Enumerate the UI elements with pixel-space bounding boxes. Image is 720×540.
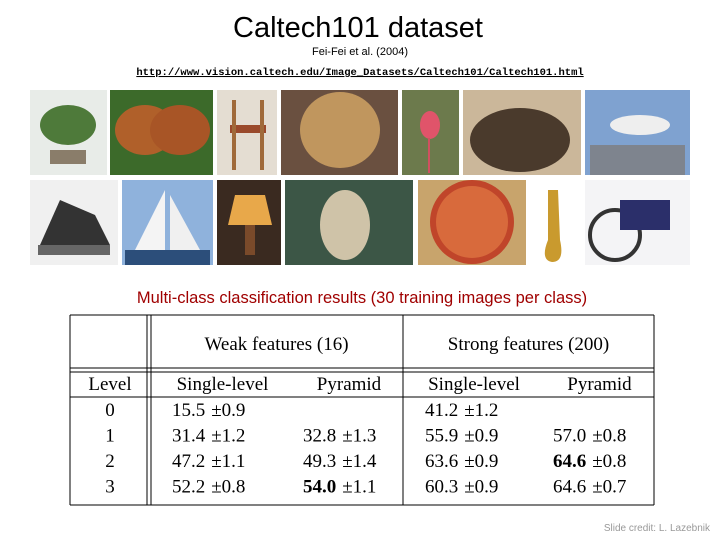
error: ±0.8 xyxy=(211,477,245,498)
error: ±1.4 xyxy=(342,451,377,472)
result-cell: 31.4 ±1.2 xyxy=(172,426,245,447)
mean: 55.9 xyxy=(425,426,458,447)
result-cell: 32.8 ±1.3 xyxy=(303,426,376,447)
mean: 64.6 xyxy=(553,477,586,498)
group-header: Strong features (200) xyxy=(448,334,609,355)
error: ±1.2 xyxy=(211,426,245,447)
column-header: Level xyxy=(88,374,131,395)
column-header: Single-level xyxy=(428,374,520,395)
error: ±0.8 xyxy=(592,451,626,472)
result-cell: 64.6 ±0.7 xyxy=(553,477,626,498)
mean: 49.3 xyxy=(303,451,336,472)
mean: 15.5 xyxy=(172,400,205,421)
result-cell: 52.2 ±0.8 xyxy=(172,477,245,498)
mean: 60.3 xyxy=(425,477,458,498)
level-cell: 0 xyxy=(105,400,115,421)
result-cell: 64.6 ±0.8 xyxy=(553,451,626,472)
result-cell: 55.9 ±0.9 xyxy=(425,426,498,447)
mean: 52.2 xyxy=(172,477,205,498)
result-cell: 15.5 ±0.9 xyxy=(172,400,245,421)
group-header: Weak features (16) xyxy=(204,334,348,355)
mean: 47.2 xyxy=(172,451,205,472)
mean: 64.6 xyxy=(553,451,586,472)
mean: 31.4 xyxy=(172,426,206,447)
column-header: Pyramid xyxy=(317,374,382,395)
error: ±1.2 xyxy=(464,400,498,421)
column-header: Single-level xyxy=(177,374,269,395)
error: ±0.9 xyxy=(464,451,498,472)
mean: 41.2 xyxy=(425,400,458,421)
result-cell: 47.2 ±1.1 xyxy=(172,451,245,472)
results-table: Weak features (16) Strong features (200) L… xyxy=(69,314,655,506)
result-cell: 57.0 ±0.8 xyxy=(553,426,626,447)
title: Caltech101 dataset xyxy=(233,12,483,44)
error: ±0.7 xyxy=(592,477,626,498)
subtitle: Fei-Fei et al. (2004) xyxy=(312,46,408,58)
result-cell: 54.0 ±1.1 xyxy=(303,477,376,498)
mean: 32.8 xyxy=(303,426,336,447)
error: ±1.1 xyxy=(342,477,376,498)
error: ±0.8 xyxy=(592,426,626,447)
photos xyxy=(30,90,690,265)
credit: Slide credit: L. Lazebnik xyxy=(604,523,711,534)
error: ±0.9 xyxy=(464,426,498,447)
column-header: Pyramid xyxy=(567,374,632,395)
error: ±0.9 xyxy=(211,400,245,421)
url[interactable]: http://www.vision.caltech.edu/Image_Data… xyxy=(136,67,583,79)
caption: Multi-class classification results (30 t… xyxy=(137,289,587,307)
level-cell: 1 xyxy=(105,426,115,447)
mean: 54.0 xyxy=(303,477,336,498)
error: ±1.3 xyxy=(342,426,376,447)
mean: 57.0 xyxy=(553,426,586,447)
error: ±0.9 xyxy=(464,477,498,498)
level-cell: 2 xyxy=(105,451,115,472)
result-cell: 60.3 ±0.9 xyxy=(425,477,498,498)
result-cell: 49.3 ±1.4 xyxy=(303,451,377,472)
result-cell: 63.6 ±0.9 xyxy=(425,451,498,472)
mean: 63.6 xyxy=(425,451,458,472)
error: ±1.1 xyxy=(211,451,245,472)
result-cell: 41.2 ±1.2 xyxy=(425,400,498,421)
level-cell: 3 xyxy=(105,477,115,498)
